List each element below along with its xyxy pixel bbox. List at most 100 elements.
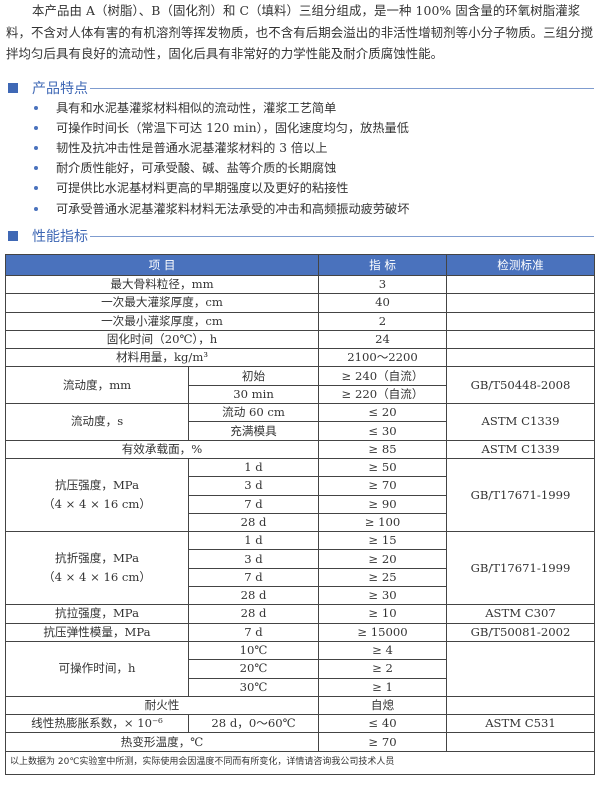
table-row: 抗拉强度，MPa 28 d ≥ 10 ASTM C307 [5, 604, 595, 624]
cell: ≥ 25 [318, 567, 447, 588]
footnote: 以上数据为 20℃实验室中所测，实际使用会因温度不同而有所变化，详情请咨询我公司… [5, 750, 595, 775]
table-row: 材料用量，kg/m³ 2100～2200 [5, 348, 595, 368]
cell: 抗压弹性模量，MPa [5, 622, 189, 642]
header-value: 指 标 [318, 254, 447, 276]
table-footnote-row: 以上数据为 20℃实验室中所测，实际使用会因温度不同而有所变化，详情请咨询我公司… [5, 750, 595, 775]
item-text: 可操作时间长（常温下可达 120 min），固化速度均匀，放热量低 [56, 121, 409, 135]
cell: ASTM C531 [446, 714, 595, 734]
table-row: 流动度，s 流动 60 cm ≤ 20 ASTM C1339 [5, 403, 595, 441]
cell-label: （4 × 4 × 16 cm） [42, 497, 152, 512]
table-row: 28 d ≥ 30 [6, 586, 595, 606]
cell: ≥ 15000 [318, 622, 447, 642]
intro-paragraph: 本产品由 A（树脂）、B（固化剂）和 C（填料）三组分组成，是一种 100% 固… [6, 3, 594, 61]
cell: ≥ 10 [318, 604, 447, 624]
cell: 3 [318, 274, 447, 295]
table-row: 耐火性 自熄 [5, 695, 595, 716]
table-row: 抗压弹性模量，MPa 7 d ≥ 15000 GB/T50081-2002 [5, 622, 595, 642]
cell [446, 732, 595, 752]
table-row: 固化时间（20℃），h 24 [5, 329, 595, 350]
cell: 一次最小灌浆厚度，cm [5, 311, 319, 331]
cell: 一次最大灌浆厚度，cm [5, 293, 319, 313]
table-row: 抗压强度，MPa （4 × 4 × 16 cm） 1 d ≥ 50 GB/T17671-… [5, 457, 595, 533]
cell: 可操作时间，h [5, 640, 189, 697]
cell: GB/T50448-2008 [446, 366, 595, 405]
table-row: 7 d ≥ 25 [6, 567, 595, 588]
cell: 24 [318, 329, 447, 350]
list-item: 韧性及抗冲击性是普通水泥基灌浆材料的 3 倍以上 [34, 138, 409, 158]
bullet-icon [34, 207, 38, 211]
cell: 28 d [188, 512, 319, 533]
section-heading-specs: 性能指标 [8, 226, 594, 246]
cell [446, 695, 595, 716]
table-row: 3 d ≥ 70 [6, 476, 595, 496]
cell: ≤ 30 [318, 421, 447, 441]
cell: 1 d [188, 457, 319, 478]
table-row: 流动度，mm 初始 ≥ 240（自流） GB/T50448-2008 [5, 366, 595, 405]
cell: 最大骨料粒径，mm [5, 274, 319, 295]
cell: 7 d [188, 567, 319, 588]
divider [90, 235, 594, 237]
cell: 抗折强度，MPa （4 × 4 × 16 cm） [5, 531, 189, 606]
table-row: 抗折强度，MPa （4 × 4 × 16 cm） 1 d ≥ 15 GB/T17671-… [5, 531, 595, 606]
cell: 28 d，0～60℃ [188, 714, 319, 734]
cell: 10℃ [188, 640, 319, 661]
cell: ≥ 85 [318, 439, 447, 459]
list-item: 具有和水泥基灌浆材料相似的流动性，灌浆工艺简单 [34, 98, 409, 118]
cell: ≤ 40 [318, 714, 447, 734]
cell: ≥ 4 [318, 640, 447, 661]
bullet-icon [34, 146, 38, 150]
table-row: 最大骨料粒径，mm 3 [5, 274, 595, 295]
table-row: 可操作时间，h 10℃ ≥ 4 [5, 640, 595, 697]
cell: 流动 60 cm [188, 403, 319, 423]
cell: ≥ 2 [318, 659, 447, 679]
section-heading-features: 产品特点 [8, 78, 594, 98]
cell: ≥ 240（自流） [318, 366, 447, 386]
cell: ≥ 100 [318, 512, 447, 533]
cell: 抗压强度，MPa （4 × 4 × 16 cm） [5, 457, 189, 533]
bullet-icon [34, 106, 38, 110]
cell: 30 min [188, 384, 319, 405]
table-row: 热变形温度，℃ ≥ 70 [5, 732, 595, 752]
cell: 28 d [188, 604, 319, 624]
specs-table: 项 目 指 标 检测标准 最大骨料粒径，mm 3 一次最大灌浆厚度，cm 40 一次… [5, 254, 595, 775]
cell: 充满模具 [188, 421, 319, 441]
cell: 有效承载面，% [5, 439, 319, 459]
cell: 1 d [188, 531, 319, 551]
cell: 材料用量，kg/m³ [5, 348, 319, 368]
header-standard: 检测标准 [446, 254, 595, 276]
cell: 抗拉强度，MPa [5, 604, 189, 624]
cell: GB/T17671-1999 [446, 531, 595, 606]
item-text: 耐介质性能好，可承受酸、碱、盐等介质的长期腐蚀 [56, 161, 337, 175]
section-title: 产品特点 [32, 81, 88, 97]
cell: ≥ 15 [318, 531, 447, 551]
cell: 2100～2200 [318, 348, 447, 368]
cell: 热变形温度，℃ [5, 732, 319, 752]
cell: 28 d [188, 586, 319, 606]
table-row: 一次最小灌浆厚度，cm 2 [5, 311, 595, 331]
cell: ASTM C307 [446, 604, 595, 624]
cell-label: （4 × 4 × 16 cm） [42, 570, 152, 585]
cell: ≤ 20 [318, 403, 447, 423]
list-item: 可操作时间长（常温下可达 120 min），固化速度均匀，放热量低 [34, 118, 409, 138]
table-row: 28 d ≥ 100 [6, 512, 595, 533]
cell: 3 d [188, 549, 319, 569]
cell: 线性热膨胀系数，× 10⁻⁶ [5, 714, 189, 734]
cell: 3 d [188, 476, 319, 496]
bullet-icon [34, 126, 38, 130]
item-text: 具有和水泥基灌浆材料相似的流动性，灌浆工艺简单 [56, 101, 337, 115]
cell [446, 348, 595, 368]
header-item: 项 目 [5, 254, 319, 276]
bullet-icon [34, 186, 38, 190]
cell: ≥ 50 [318, 457, 447, 478]
item-text: 可提供比水泥基材料更高的早期强度以及更好的粘接性 [56, 181, 349, 195]
table-row: 一次最大灌浆厚度，cm 40 [5, 293, 595, 313]
table-row: 30℃ ≥ 1 [6, 677, 595, 697]
cell: 30℃ [188, 677, 319, 697]
cell: 流动度，s [5, 403, 189, 441]
cell [446, 274, 595, 295]
cell [446, 640, 595, 697]
cell: 初始 [188, 366, 319, 386]
cell: 流动度，mm [5, 366, 189, 405]
list-item: 可承受普通水泥基灌浆料材料无法承受的冲击和高频振动疲劳破坏 [34, 198, 409, 220]
square-bullet-icon [8, 231, 18, 241]
